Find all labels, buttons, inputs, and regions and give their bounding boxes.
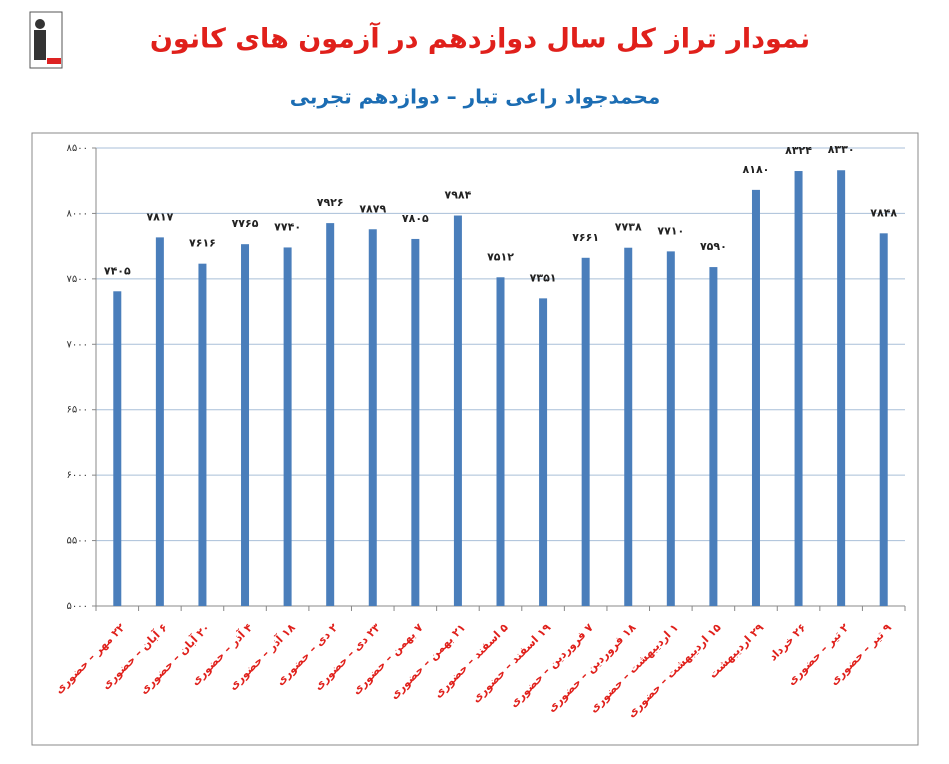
value-label: ۷۵۱۲: [487, 250, 514, 263]
bar: [624, 247, 633, 607]
value-label: ۷۶۱۶: [189, 237, 216, 250]
bar: [198, 263, 207, 606]
value-label: ۷۸۱۷: [146, 210, 173, 223]
y-tick-label: ۸۰۰۰: [67, 208, 88, 219]
bar: [879, 233, 888, 607]
y-tick-label: ۵۵۰۰: [67, 536, 88, 547]
bar: [666, 251, 675, 606]
logo-band: [47, 58, 61, 64]
value-label: ۸۱۸۰: [743, 163, 770, 176]
x-tick-label: ۷ بهمن – حضوری: [350, 621, 426, 697]
value-label: ۷۷۶۵: [232, 217, 259, 230]
bar: [283, 247, 292, 607]
y-tick-label: ۵۰۰۰: [67, 601, 88, 612]
value-label: ۷۸۷۹: [359, 202, 386, 215]
bar: [794, 171, 803, 606]
bar: [155, 237, 164, 606]
value-label: ۸۳۳۰: [828, 143, 855, 156]
x-tick-label: ۷ فروردین – حضوری: [507, 621, 596, 710]
value-label: ۷۸۴۸: [870, 206, 897, 219]
bar: [241, 244, 250, 606]
x-tick-label: ۲۶ خرداد: [766, 621, 809, 664]
bar: [581, 257, 590, 606]
bar: [453, 215, 462, 607]
bar: [368, 229, 377, 607]
bar: [496, 277, 505, 606]
value-label: ۷۳۵۱: [530, 271, 557, 284]
bar: [837, 170, 846, 606]
x-tick-label: ۲۱ بهمن – حضوری: [387, 621, 468, 702]
bar: [411, 238, 420, 606]
value-label: ۷۹۸۴: [444, 189, 471, 202]
value-label: ۷۵۹۰: [700, 240, 727, 253]
value-label: ۷۶۶۱: [572, 231, 599, 244]
value-label: ۷۸۰۵: [402, 212, 429, 225]
value-label: ۷۷۱۰: [657, 224, 684, 237]
logo: [29, 11, 63, 69]
value-label: ۷۹۲۶: [317, 196, 344, 209]
logo-figure: [34, 30, 46, 60]
value-label: ۷۴۰۵: [104, 264, 131, 277]
y-tick-label: ۶۵۰۰: [67, 405, 88, 416]
y-tick-label: ۷۰۰۰: [67, 339, 88, 350]
chart-subtitle: محمدجواد راعی تبار – دوازدهم تجربی: [290, 85, 661, 109]
value-label: ۸۳۲۴: [785, 144, 812, 157]
value-label: ۷۷۳۸: [615, 221, 642, 234]
value-label: ۷۷۴۰: [274, 220, 301, 233]
chart-frame: [31, 132, 919, 746]
bar: [113, 291, 122, 606]
bar: [539, 298, 548, 606]
logo-figure: [35, 19, 45, 29]
y-tick-label: ۶۰۰۰: [67, 470, 88, 481]
y-tick-label: ۷۵۰۰: [67, 274, 88, 285]
x-tick-label: ۲۲ مهر – حضوری: [52, 621, 127, 696]
x-tick-label: ۲۰ آبان – حضوری: [136, 620, 212, 696]
bar: [751, 189, 760, 607]
x-tick-label: ۱۹ اسفند – حضوری: [469, 621, 553, 705]
bar: [326, 223, 335, 606]
bar: [709, 267, 718, 606]
y-tick-label: ۸۵۰۰: [67, 143, 88, 154]
x-tick-label: ۵ اسفند – حضوری: [431, 621, 510, 700]
chart-title: نمودار تراز کل سال دوازدهم در آزمون های …: [150, 22, 810, 55]
